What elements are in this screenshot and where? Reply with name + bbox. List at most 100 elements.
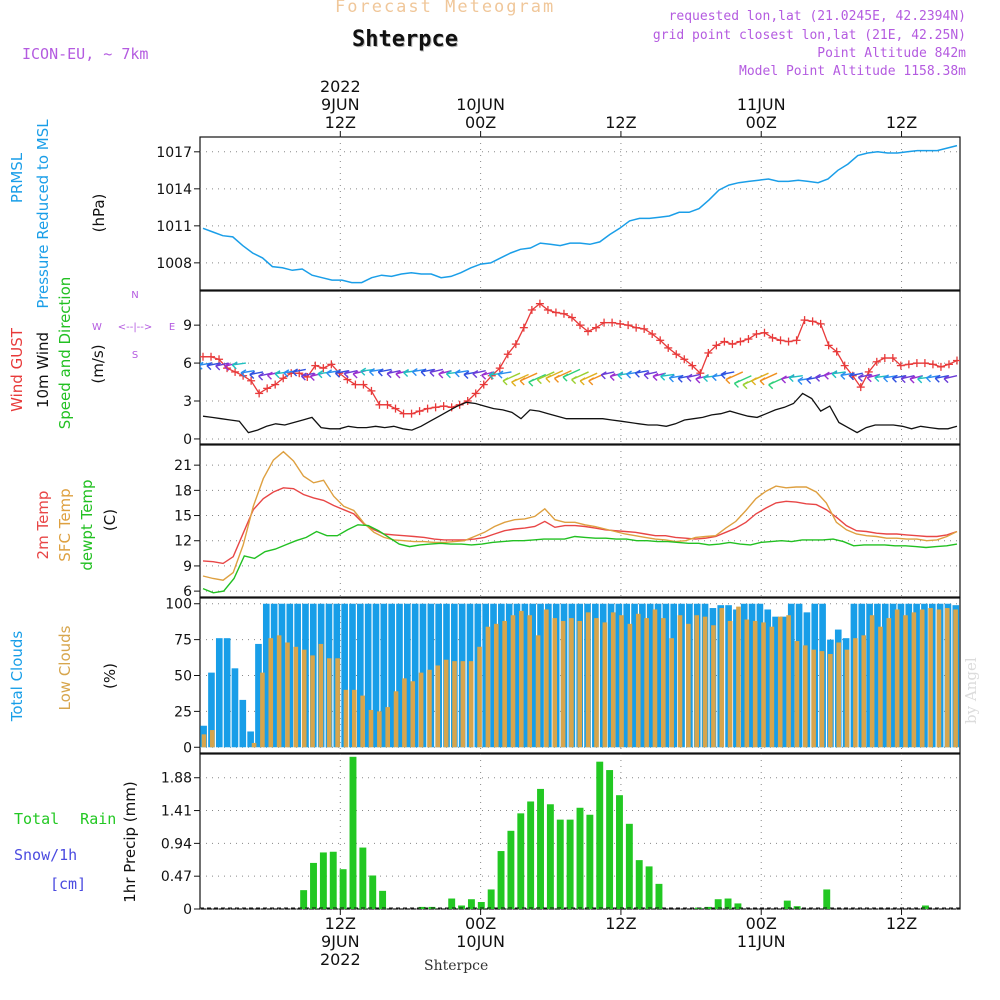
low-cloud-bar: [318, 643, 324, 748]
ytick-label: 9: [183, 559, 192, 575]
gust-marker: [800, 316, 809, 325]
low-cloud-bar: [393, 691, 399, 748]
footer-location: Shterpce: [424, 958, 489, 974]
wind-direction-arrow: [849, 372, 863, 377]
wind-speed-line: [202, 392, 958, 434]
precip-bar: [734, 903, 742, 909]
compass-w: W: [92, 322, 102, 333]
bottom-time-label: 10JUN: [456, 932, 505, 951]
ytick-label: 15: [174, 509, 192, 525]
gust-marker: [600, 318, 609, 327]
precip-bar: [783, 900, 791, 909]
low-cloud-bar: [794, 641, 800, 748]
ytick-label: 1014: [156, 182, 192, 198]
pressure-ylabel: (hPa): [90, 194, 108, 233]
gust-marker: [279, 374, 288, 383]
gust-marker: [920, 359, 929, 368]
wind-direction-arrow: [720, 371, 735, 376]
low-cloud-bar: [686, 623, 691, 748]
total-cloud-bar: [396, 603, 403, 748]
total-cloud-bar: [639, 603, 646, 748]
precip-bar: [527, 801, 535, 909]
low-cloud-bar: [694, 615, 700, 748]
gust-marker: [632, 323, 641, 332]
total-cloud-bar: [537, 603, 544, 748]
ytick-label: 21: [174, 458, 192, 474]
wind-gust-line: [203, 302, 958, 415]
ytick-label: 0.94: [161, 836, 192, 852]
low-cloud-bar: [343, 689, 349, 748]
wind-ylabel: (m/s): [89, 344, 107, 383]
low-cloud-bar: [828, 653, 833, 748]
low-cloud-bar: [427, 669, 432, 748]
ytick-label: 1017: [156, 145, 192, 161]
wind-direction-arrow: [232, 362, 246, 366]
panel-frame-temperature: [199, 444, 961, 598]
low-cloud-bar: [368, 709, 374, 748]
precip-legend-snow: Snow/1h: [14, 846, 77, 864]
gust-marker: [319, 364, 328, 373]
wind-direction-arrow: [421, 368, 435, 373]
gust-marker: [255, 389, 264, 398]
gust-marker: [271, 380, 280, 389]
precip-bar: [655, 883, 663, 909]
low-cloud-bar: [569, 618, 574, 748]
gust-marker: [744, 335, 753, 344]
total-cloud-bar: [787, 603, 795, 748]
cloud-ylabel: (%): [101, 663, 119, 689]
gust-marker: [559, 309, 568, 318]
temp-legend-sfc: SFC Temp: [56, 488, 74, 561]
wind-direction-arrow: [206, 362, 221, 367]
total-cloud-bar: [372, 603, 380, 748]
wind-direction-arrow: [249, 371, 264, 376]
precip-bar: [319, 852, 327, 909]
gust-marker: [503, 350, 512, 359]
precip-bar: [596, 761, 604, 909]
ytick-label: 0: [183, 740, 192, 756]
sfc-temp-line: [202, 450, 958, 581]
compass-s: S: [132, 350, 138, 361]
gust-marker: [816, 319, 825, 328]
precip-bar: [606, 770, 614, 909]
gust-marker: [551, 308, 560, 317]
gust-marker: [439, 402, 448, 411]
low-cloud-bar: [301, 649, 307, 748]
ytick-label: 1008: [156, 256, 192, 272]
gust-marker: [263, 384, 272, 393]
precip-bar: [369, 875, 377, 909]
low-cloud-bar: [377, 711, 382, 748]
low-cloud-bar: [477, 646, 482, 748]
precip-bar: [300, 890, 308, 909]
precip-bar: [329, 851, 337, 909]
gust-marker: [535, 299, 544, 308]
low-cloud-bar: [360, 695, 365, 748]
point-altitude: Point Altitude 842m: [817, 46, 966, 61]
low-cloud-bar: [635, 613, 641, 748]
total-cloud-bar: [404, 603, 411, 748]
top-time-label: 10JUN: [456, 95, 505, 114]
gust-marker: [584, 327, 593, 336]
total-cloud-bar: [631, 603, 638, 748]
gust-marker: [200, 352, 207, 361]
precip-bar: [823, 889, 831, 909]
ytick-label: 100: [165, 597, 192, 613]
wind-direction-arrow: [292, 368, 306, 373]
gust-marker: [896, 361, 905, 370]
total-cloud-bar: [490, 603, 497, 748]
cloud-legend-total: Total Clouds: [8, 631, 26, 723]
gust-marker: [808, 317, 817, 326]
total-cloud-bar: [654, 603, 662, 748]
low-cloud-bar: [352, 689, 357, 748]
bottom-time-label: 00Z: [746, 914, 777, 933]
gust-marker: [752, 329, 761, 338]
gust-marker: [648, 329, 657, 338]
low-cloud-bar: [702, 616, 708, 748]
total-cloud-bar: [411, 603, 419, 748]
total-cloud-bar: [913, 603, 920, 748]
gust-marker: [351, 380, 360, 389]
ytick-label: 12: [174, 534, 192, 550]
ytick-label: 1.88: [161, 771, 192, 787]
low-cloud-bar: [519, 610, 524, 748]
top-time-label: 11JUN: [737, 95, 786, 114]
dewpt-line: [202, 524, 958, 594]
